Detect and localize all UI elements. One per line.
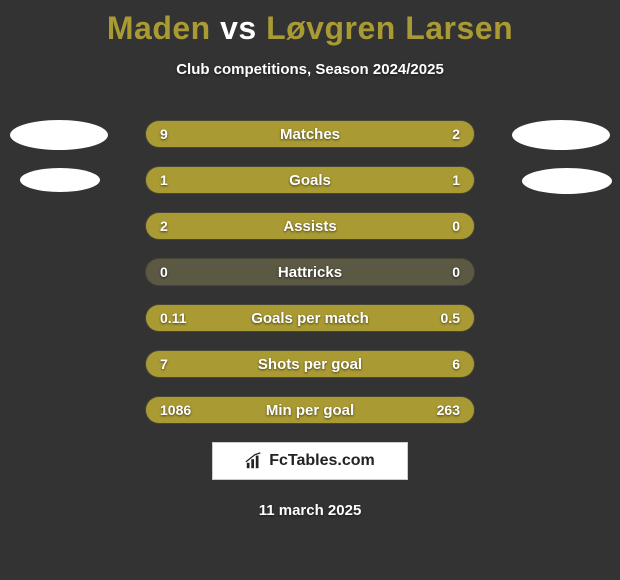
stat-bars: 92Matches 11Goals 20Assists 0 0Hattricks 0.11… bbox=[145, 120, 475, 424]
bar-fill-left bbox=[146, 213, 474, 239]
bar-fill-right bbox=[323, 351, 474, 377]
stat-value-right: 0 bbox=[452, 259, 460, 285]
bar-fill-left bbox=[146, 167, 310, 193]
brand-box[interactable]: FcTables.com bbox=[212, 442, 408, 480]
team-logo-right-2 bbox=[522, 168, 612, 194]
bar-fill-right bbox=[310, 167, 474, 193]
stat-row: 11Goals bbox=[145, 166, 475, 194]
bar-fill-right bbox=[408, 397, 474, 423]
stat-row: 76Shots per goal bbox=[145, 350, 475, 378]
stat-label: Hattricks bbox=[146, 259, 474, 285]
stat-row: 0 0Hattricks bbox=[145, 258, 475, 286]
player1-name: Maden bbox=[107, 10, 211, 46]
player2-name: Løvgren Larsen bbox=[266, 10, 513, 46]
bar-fill-left bbox=[146, 351, 323, 377]
stat-row: 20Assists bbox=[145, 212, 475, 240]
bar-fill-right bbox=[415, 121, 474, 147]
chart-area: 92Matches 11Goals 20Assists 0 0Hattricks 0.11… bbox=[0, 120, 620, 424]
team-logo-left-2 bbox=[20, 168, 100, 192]
stat-row: 1086263Min per goal bbox=[145, 396, 475, 424]
brand-text: FcTables.com bbox=[269, 452, 375, 470]
team-logo-left-1 bbox=[10, 120, 108, 150]
bar-fill-left bbox=[146, 305, 205, 331]
comparison-title: Maden vs Løvgren Larsen bbox=[0, 0, 620, 47]
team-logo-right-1 bbox=[512, 120, 610, 150]
subtitle: Club competitions, Season 2024/2025 bbox=[0, 61, 620, 78]
stat-row: 0.110.5Goals per match bbox=[145, 304, 475, 332]
bar-fill-left bbox=[146, 121, 415, 147]
date-text: 11 march 2025 bbox=[0, 502, 620, 519]
brand-chart-icon bbox=[245, 452, 263, 470]
bar-fill-left bbox=[146, 397, 408, 423]
stat-value-left: 0 bbox=[160, 259, 168, 285]
vs-text: vs bbox=[220, 10, 257, 46]
stat-row: 92Matches bbox=[145, 120, 475, 148]
bar-fill-right bbox=[205, 305, 474, 331]
